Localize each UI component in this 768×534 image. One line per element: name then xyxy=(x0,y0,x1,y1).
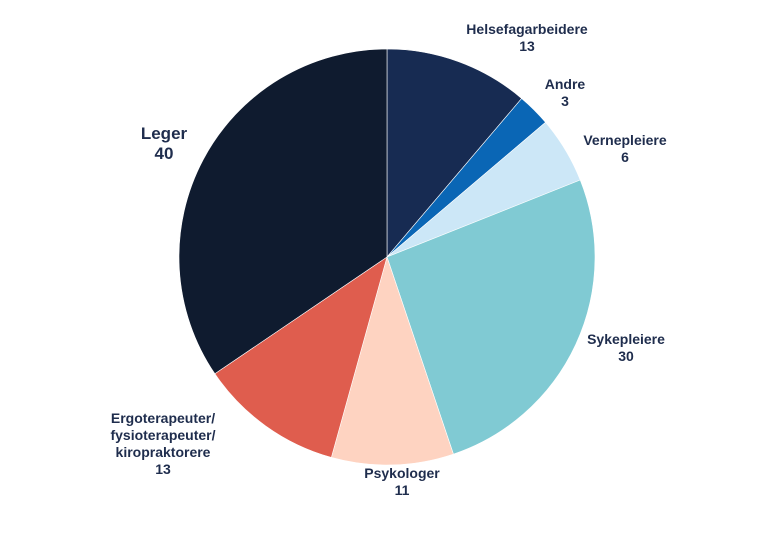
slice-label: Helsefagarbeidere 13 xyxy=(466,21,588,54)
slice-label: Vernepleiere 6 xyxy=(583,132,666,165)
slice-value: 6 xyxy=(621,149,629,165)
slice-value: 30 xyxy=(618,348,634,364)
slice-name: Leger xyxy=(141,124,188,143)
slice-name: Andre xyxy=(545,76,586,92)
slice-label: Andre 3 xyxy=(545,76,586,109)
slice-name: Ergoterapeuter/ xyxy=(111,410,215,426)
slice-name: fysioterapeuter/ xyxy=(110,427,215,443)
slice-value: 3 xyxy=(561,93,569,109)
slice-name: Sykepleiere xyxy=(587,331,665,347)
pie-slice-helsefagarbeidere xyxy=(386,48,523,258)
slice-value: 11 xyxy=(395,482,410,498)
slice-label: Psykologer 11 xyxy=(364,465,440,498)
slice-name: Helsefagarbeidere xyxy=(466,21,588,37)
slice-label: Ergoterapeuter/fysioterapeuter/kiroprakt… xyxy=(110,410,215,477)
slice-name: Psykologer xyxy=(364,465,440,481)
slice-label: Leger 40 xyxy=(141,124,188,163)
slice-value: 40 xyxy=(155,144,174,163)
slice-value: 13 xyxy=(155,461,171,477)
pie-slice-leger xyxy=(178,48,388,375)
pie-slice-sykepleiere xyxy=(386,179,596,455)
slice-name: kiropraktorere xyxy=(116,444,211,460)
slice-value: 13 xyxy=(519,38,535,54)
slice-label: Sykepleiere 30 xyxy=(587,331,665,364)
pie-slice-psykologer xyxy=(330,255,454,466)
pie-slices xyxy=(178,48,596,466)
slice-name: Vernepleiere xyxy=(583,132,666,148)
pie-slice-ergoterapeuter-fysioterapeuter-kiropraktorere xyxy=(214,256,388,458)
